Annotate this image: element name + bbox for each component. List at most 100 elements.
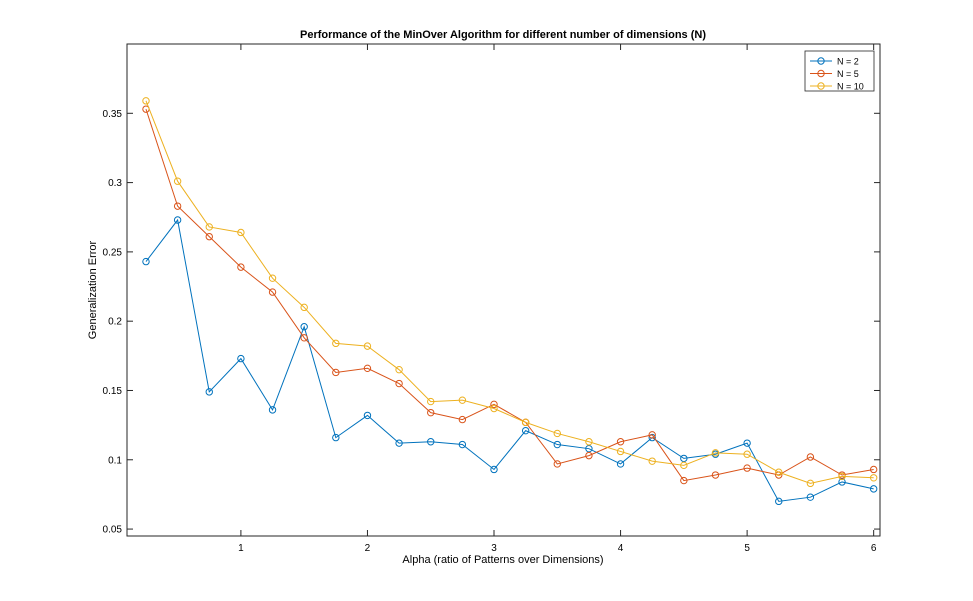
data-point-n-5 <box>616 438 625 446</box>
plot-area <box>126 43 881 537</box>
data-point-n-2 <box>268 406 277 414</box>
data-point-n-2 <box>838 478 846 486</box>
data-point-n-5 <box>363 364 372 373</box>
data-point-n-5 <box>332 368 340 377</box>
legend: N = 2 N = 5 N = 10 <box>804 50 875 92</box>
series-line-n-5 <box>145 108 874 482</box>
data-point-n-5 <box>553 460 561 468</box>
legend-marker-n-10 <box>817 82 825 90</box>
data-point-n-2 <box>743 439 751 447</box>
y-tick-label: 0.2 <box>108 317 122 328</box>
y-tick-label: 0.3 <box>108 178 122 189</box>
data-point-n-10 <box>237 228 245 237</box>
data-point-n-2 <box>553 440 561 449</box>
data-point-n-5 <box>173 202 182 210</box>
data-point-n-10 <box>142 97 150 105</box>
data-point-n-2 <box>363 411 372 420</box>
legend-label-n-2: N = 2 <box>837 57 859 67</box>
y-tick-label: 0.05 <box>103 525 123 536</box>
data-point-n-5 <box>427 408 435 417</box>
data-point-n-10 <box>332 339 340 348</box>
legend-marker-n-2 <box>817 57 825 65</box>
data-point-n-2 <box>237 354 245 363</box>
x-tick-label: 6 <box>871 543 877 554</box>
legend-box <box>804 50 875 92</box>
data-point-n-10 <box>395 365 403 374</box>
data-point-n-2 <box>775 497 783 506</box>
data-point-n-10 <box>458 396 467 404</box>
data-point-n-5 <box>806 453 815 461</box>
data-point-n-10 <box>363 342 372 350</box>
data-point-n-10 <box>775 468 783 476</box>
data-point-n-2 <box>427 438 435 446</box>
data-point-n-10 <box>648 457 656 465</box>
data-point-n-10 <box>553 429 561 438</box>
legend-marker-n-5 <box>817 69 825 78</box>
data-point-n-10 <box>427 397 435 406</box>
legend-label-n-10: N = 10 <box>837 82 864 92</box>
data-point-n-10 <box>268 274 277 282</box>
x-tick-label: 5 <box>744 543 750 554</box>
data-point-n-10 <box>616 447 625 456</box>
data-point-n-10 <box>173 177 182 185</box>
data-point-n-5 <box>585 451 593 460</box>
data-point-n-2 <box>521 426 530 435</box>
data-point-n-5 <box>395 379 403 388</box>
data-point-n-5 <box>205 232 213 241</box>
data-point-n-2 <box>142 257 150 266</box>
data-point-n-2 <box>680 454 688 463</box>
tick-marks <box>127 44 880 536</box>
x-axis-label: Alpha (ratio of Patterns over Dimensions… <box>402 554 603 566</box>
y-tick-label: 0.35 <box>103 109 123 120</box>
data-point-n-10 <box>205 223 213 231</box>
y-tick-label: 0.1 <box>108 455 122 466</box>
series-layer <box>142 97 878 506</box>
axes-box <box>126 43 881 537</box>
legend-label-n-5: N = 5 <box>837 69 859 79</box>
data-point-n-10 <box>711 449 720 457</box>
tick-labels: 1 2 3 4 5 6 0.05 0.1 0.15 0.2 0.25 0.3 0.35 <box>103 109 877 554</box>
series-line-n-2 <box>145 218 874 502</box>
data-point-n-2 <box>300 323 308 331</box>
data-point-n-10 <box>490 404 498 413</box>
data-point-n-10 <box>585 438 593 446</box>
x-tick-label: 1 <box>238 543 244 554</box>
data-point-n-10 <box>806 479 815 488</box>
y-axis-label: Generalization Error <box>87 240 99 339</box>
data-point-n-5 <box>680 476 688 485</box>
data-point-n-2 <box>332 433 340 442</box>
data-point-n-5 <box>300 334 308 342</box>
chart-title: Performance of the MinOver Algorithm for… <box>300 29 706 41</box>
y-tick-label: 0.15 <box>103 386 123 397</box>
data-point-n-10 <box>869 474 878 482</box>
data-point-n-2 <box>205 388 213 396</box>
data-point-n-5 <box>743 464 751 472</box>
data-point-n-2 <box>869 485 878 493</box>
data-point-n-2 <box>806 493 815 501</box>
data-point-n-2 <box>490 465 498 474</box>
data-point-n-2 <box>458 440 467 449</box>
data-point-n-2 <box>395 439 403 447</box>
x-tick-label: 2 <box>365 543 371 554</box>
data-point-n-10 <box>680 461 688 470</box>
series-n-2 <box>142 216 878 506</box>
data-point-n-10 <box>300 303 308 312</box>
data-point-n-5 <box>869 465 878 474</box>
data-point-n-10 <box>838 472 846 481</box>
data-point-n-5 <box>237 263 245 271</box>
data-point-n-5 <box>490 400 498 409</box>
data-point-n-5 <box>648 431 656 439</box>
data-point-n-2 <box>585 444 593 453</box>
x-tick-label: 4 <box>618 543 624 554</box>
data-point-n-10 <box>743 450 751 458</box>
data-point-n-2 <box>173 216 182 224</box>
x-tick-label: 3 <box>491 543 497 554</box>
data-point-n-2 <box>616 460 625 468</box>
data-point-n-5 <box>711 471 720 479</box>
data-point-n-5 <box>268 288 277 296</box>
series-n-10 <box>142 97 878 488</box>
data-point-n-10 <box>521 418 530 427</box>
data-point-n-5 <box>458 415 467 424</box>
series-line-n-10 <box>145 100 874 484</box>
